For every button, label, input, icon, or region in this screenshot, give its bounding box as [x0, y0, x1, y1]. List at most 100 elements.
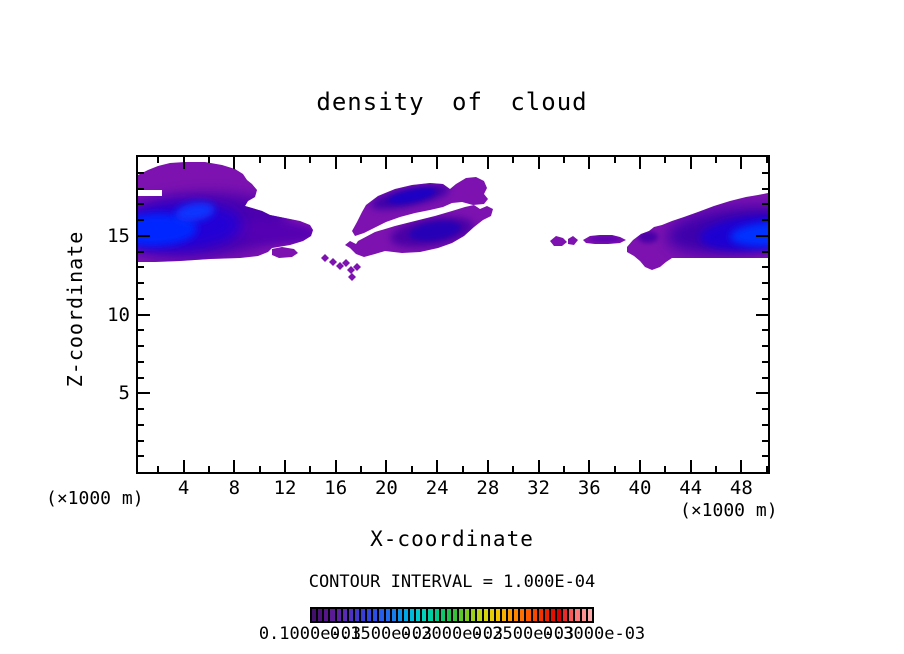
cloud-speck	[321, 254, 329, 262]
colorbar-segment	[354, 609, 359, 621]
cloud-region-island	[272, 247, 298, 258]
plot-frame	[136, 155, 770, 474]
tick-mark	[157, 466, 160, 472]
tick-mark	[138, 329, 144, 332]
tick-mark	[138, 297, 144, 300]
colorbar-tick-label: 0.2500e-03	[471, 624, 575, 644]
tick-mark	[762, 266, 768, 269]
colorbar-segment	[312, 609, 317, 621]
tick-mark	[664, 466, 667, 472]
tick-mark	[765, 157, 768, 163]
tick-mark	[138, 455, 144, 458]
x-tick-label: 36	[577, 477, 601, 499]
cloud-speck	[336, 262, 344, 270]
x-axis-unit-left: (×1000 m)	[46, 488, 144, 509]
tick-mark	[258, 466, 261, 472]
tick-mark	[512, 466, 515, 472]
tick-mark	[756, 234, 768, 237]
tick-mark	[638, 460, 641, 472]
colorbar-segment	[587, 609, 592, 621]
tick-mark	[138, 282, 144, 284]
colorbar-segment	[508, 609, 513, 621]
tick-mark	[436, 157, 439, 169]
z-tick-label: 5	[118, 382, 130, 405]
tick-mark	[207, 157, 210, 163]
x-tick-label: 20	[374, 477, 398, 499]
x-tick-label: 16	[324, 477, 348, 499]
x-axis-label: X-coordinate	[370, 527, 534, 551]
tick-mark	[360, 157, 363, 163]
colorbar-segment	[324, 609, 329, 621]
tick-mark	[138, 345, 144, 347]
tick-mark	[138, 313, 150, 316]
colorbar-segment	[532, 609, 537, 621]
tick-mark	[461, 466, 464, 472]
tick-mark	[756, 392, 768, 395]
tick-mark	[512, 157, 515, 163]
cloud-speck	[348, 273, 356, 281]
cloud-speck	[353, 263, 361, 271]
x-axis-unit-right: (×1000 m)	[680, 500, 778, 521]
colorbar-segment	[410, 609, 415, 621]
tick-mark	[138, 219, 144, 221]
tick-mark	[284, 460, 287, 472]
colorbar-segment	[373, 609, 378, 621]
tick-mark	[762, 376, 768, 379]
cloud-speck	[342, 259, 350, 267]
tick-mark	[762, 329, 768, 332]
tick-mark	[233, 460, 236, 472]
tick-mark	[613, 157, 616, 163]
tick-mark	[207, 466, 210, 472]
x-tick-label: 44	[679, 477, 703, 499]
z-tick-label: 10	[107, 303, 130, 326]
tick-mark	[762, 345, 768, 347]
x-tick-label: 4	[177, 477, 190, 499]
colorbar-segment	[520, 609, 525, 621]
tick-mark	[740, 157, 743, 169]
colorbar-segment	[465, 609, 470, 621]
z-axis-label: Z-coordinate	[63, 230, 87, 388]
tick-mark	[334, 157, 337, 169]
tick-mark	[537, 157, 540, 169]
tick-mark	[138, 171, 144, 174]
tick-mark	[762, 455, 768, 458]
colorbar-segment	[391, 609, 396, 621]
colorbar-segment	[361, 609, 366, 621]
tick-mark	[588, 157, 591, 169]
colorbar	[310, 607, 594, 623]
tick-mark	[715, 157, 718, 163]
contour-interval-note: CONTOUR INTERVAL = 1.000E-04	[308, 572, 596, 592]
tick-mark	[138, 266, 144, 269]
z-tick-label: 15	[107, 224, 130, 247]
tick-mark	[588, 460, 591, 472]
colorbar-segment	[514, 609, 519, 621]
cloud-region-middle-upper-band	[352, 177, 488, 236]
tick-mark	[157, 157, 160, 163]
tick-mark	[461, 157, 464, 163]
tick-mark	[138, 392, 150, 395]
colorbar-segment	[538, 609, 543, 621]
tick-mark	[664, 157, 667, 163]
tick-mark	[410, 157, 413, 163]
colorbar-segment	[569, 609, 574, 621]
tick-mark	[385, 157, 388, 169]
colorbar-segment	[403, 609, 408, 621]
colorbar-segment	[397, 609, 402, 621]
tick-mark	[689, 460, 692, 472]
tick-mark	[756, 313, 768, 316]
colorbar-segment	[526, 609, 531, 621]
tick-mark	[638, 157, 641, 169]
tick-mark	[762, 171, 768, 174]
x-tick-label: 24	[425, 477, 449, 499]
tick-mark	[486, 157, 489, 169]
colorbar-tick-label: 0.1500e-03	[329, 624, 433, 644]
tick-mark	[138, 234, 150, 237]
tick-mark	[258, 157, 261, 163]
tick-mark	[562, 466, 565, 472]
colorbar-segment	[336, 609, 341, 621]
tick-mark	[138, 250, 144, 253]
colorbar-segment	[330, 609, 335, 621]
colorbar-segment	[434, 609, 439, 621]
colorbar-segment	[348, 609, 353, 621]
